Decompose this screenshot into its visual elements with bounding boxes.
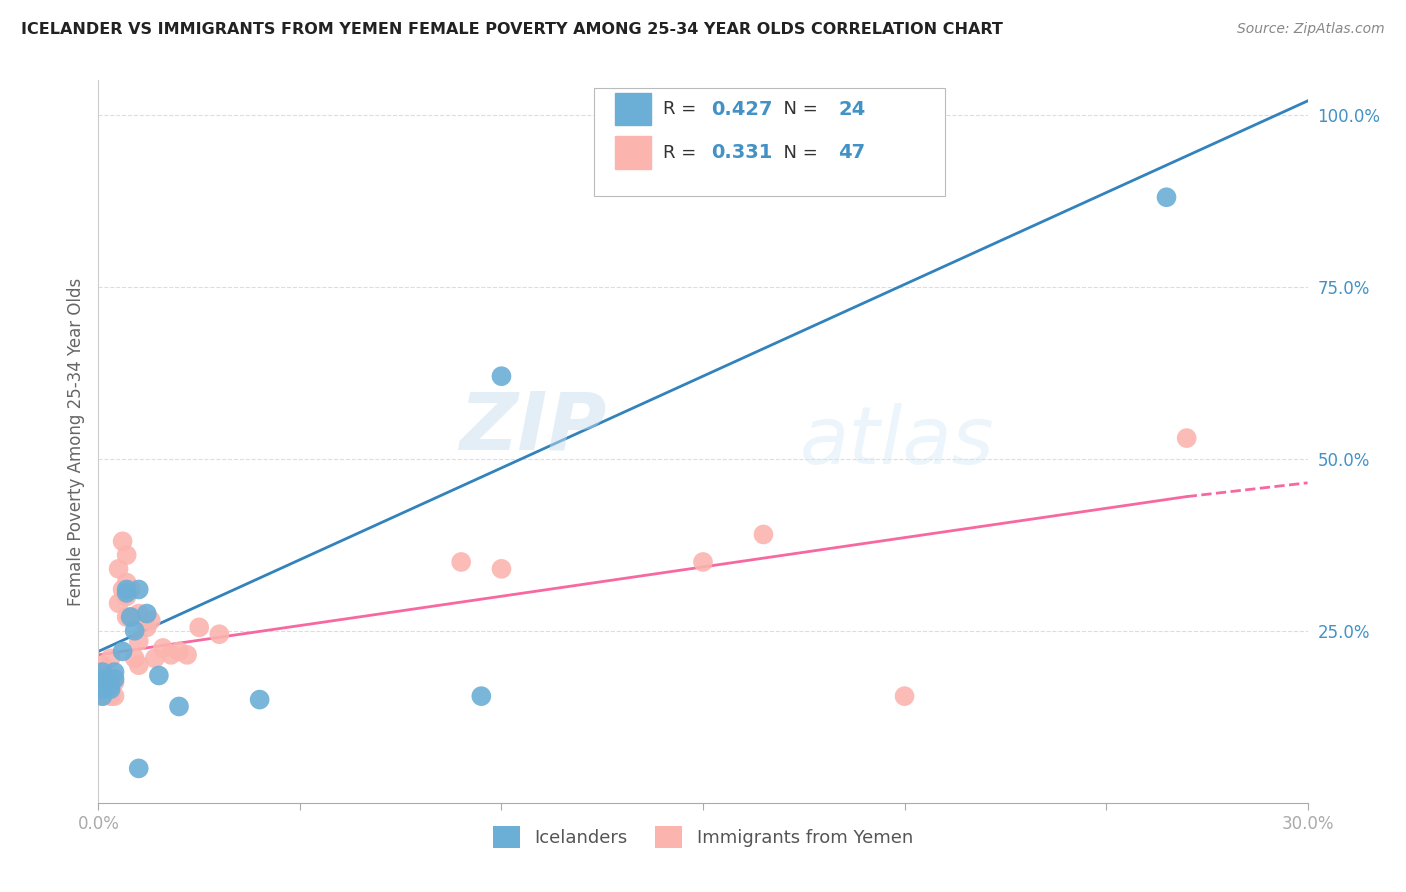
Point xyxy=(128,582,150,597)
Point xyxy=(470,689,492,703)
Point xyxy=(91,675,114,690)
Point xyxy=(100,679,122,693)
Text: atlas: atlas xyxy=(800,402,994,481)
Point xyxy=(91,682,114,697)
Point xyxy=(139,614,162,628)
Point xyxy=(120,610,142,624)
Point xyxy=(115,610,138,624)
Point xyxy=(167,699,190,714)
Point xyxy=(249,692,271,706)
Point xyxy=(111,582,134,597)
Text: ICELANDER VS IMMIGRANTS FROM YEMEN FEMALE POVERTY AMONG 25-34 YEAR OLDS CORRELAT: ICELANDER VS IMMIGRANTS FROM YEMEN FEMAL… xyxy=(21,22,1002,37)
Point xyxy=(128,607,150,621)
Legend: Icelanders, Immigrants from Yemen: Icelanders, Immigrants from Yemen xyxy=(486,819,920,855)
Point xyxy=(115,590,138,604)
Text: Source: ZipAtlas.com: Source: ZipAtlas.com xyxy=(1237,22,1385,37)
Point xyxy=(91,672,114,686)
Point xyxy=(208,627,231,641)
Point xyxy=(91,682,114,697)
Point xyxy=(91,668,114,682)
Point xyxy=(91,689,114,703)
Point xyxy=(1175,431,1198,445)
Point xyxy=(91,682,114,697)
Text: 0.331: 0.331 xyxy=(711,143,773,162)
Point xyxy=(107,596,129,610)
Point xyxy=(91,665,114,679)
Point xyxy=(115,548,138,562)
Point xyxy=(103,689,125,703)
Point xyxy=(115,586,138,600)
Point xyxy=(91,675,114,690)
Point xyxy=(91,672,114,686)
Point xyxy=(167,644,190,658)
Point xyxy=(752,527,775,541)
Text: N =: N = xyxy=(772,144,824,161)
Point xyxy=(124,624,146,638)
Point xyxy=(91,665,114,679)
Bar xyxy=(614,93,651,126)
Point xyxy=(115,582,138,597)
Bar xyxy=(614,136,651,169)
Point xyxy=(160,648,183,662)
Point xyxy=(120,610,142,624)
Point xyxy=(100,675,122,690)
Point xyxy=(491,562,513,576)
Point xyxy=(103,675,125,690)
Point xyxy=(100,686,122,700)
Point xyxy=(148,668,170,682)
Point xyxy=(96,675,118,690)
Text: N =: N = xyxy=(772,100,824,118)
Point xyxy=(111,534,134,549)
Point xyxy=(128,761,150,775)
Point xyxy=(96,682,118,697)
Point xyxy=(1156,190,1178,204)
Text: 47: 47 xyxy=(838,143,866,162)
Point xyxy=(115,575,138,590)
Text: 24: 24 xyxy=(838,100,866,119)
Text: R =: R = xyxy=(664,100,702,118)
Point xyxy=(120,582,142,597)
Text: 0.427: 0.427 xyxy=(711,100,773,119)
Point xyxy=(893,689,915,703)
FancyBboxPatch shape xyxy=(595,87,945,196)
Point xyxy=(135,620,157,634)
Point xyxy=(91,689,114,703)
Point xyxy=(107,562,129,576)
Point xyxy=(176,648,198,662)
Point xyxy=(111,644,134,658)
Point xyxy=(103,665,125,679)
Point xyxy=(128,634,150,648)
Point xyxy=(450,555,472,569)
Text: R =: R = xyxy=(664,144,702,161)
Point xyxy=(96,675,118,690)
Point xyxy=(143,651,166,665)
Point xyxy=(91,679,114,693)
Point xyxy=(491,369,513,384)
Point xyxy=(100,651,122,665)
Y-axis label: Female Poverty Among 25-34 Year Olds: Female Poverty Among 25-34 Year Olds xyxy=(66,277,84,606)
Point xyxy=(100,682,122,697)
Text: ZIP: ZIP xyxy=(458,388,606,467)
Point xyxy=(103,672,125,686)
Point xyxy=(188,620,211,634)
Point xyxy=(135,607,157,621)
Point xyxy=(128,658,150,673)
Point xyxy=(91,658,114,673)
Point xyxy=(100,689,122,703)
Point xyxy=(124,651,146,665)
Point xyxy=(152,640,174,655)
Point xyxy=(692,555,714,569)
Point xyxy=(100,682,122,697)
